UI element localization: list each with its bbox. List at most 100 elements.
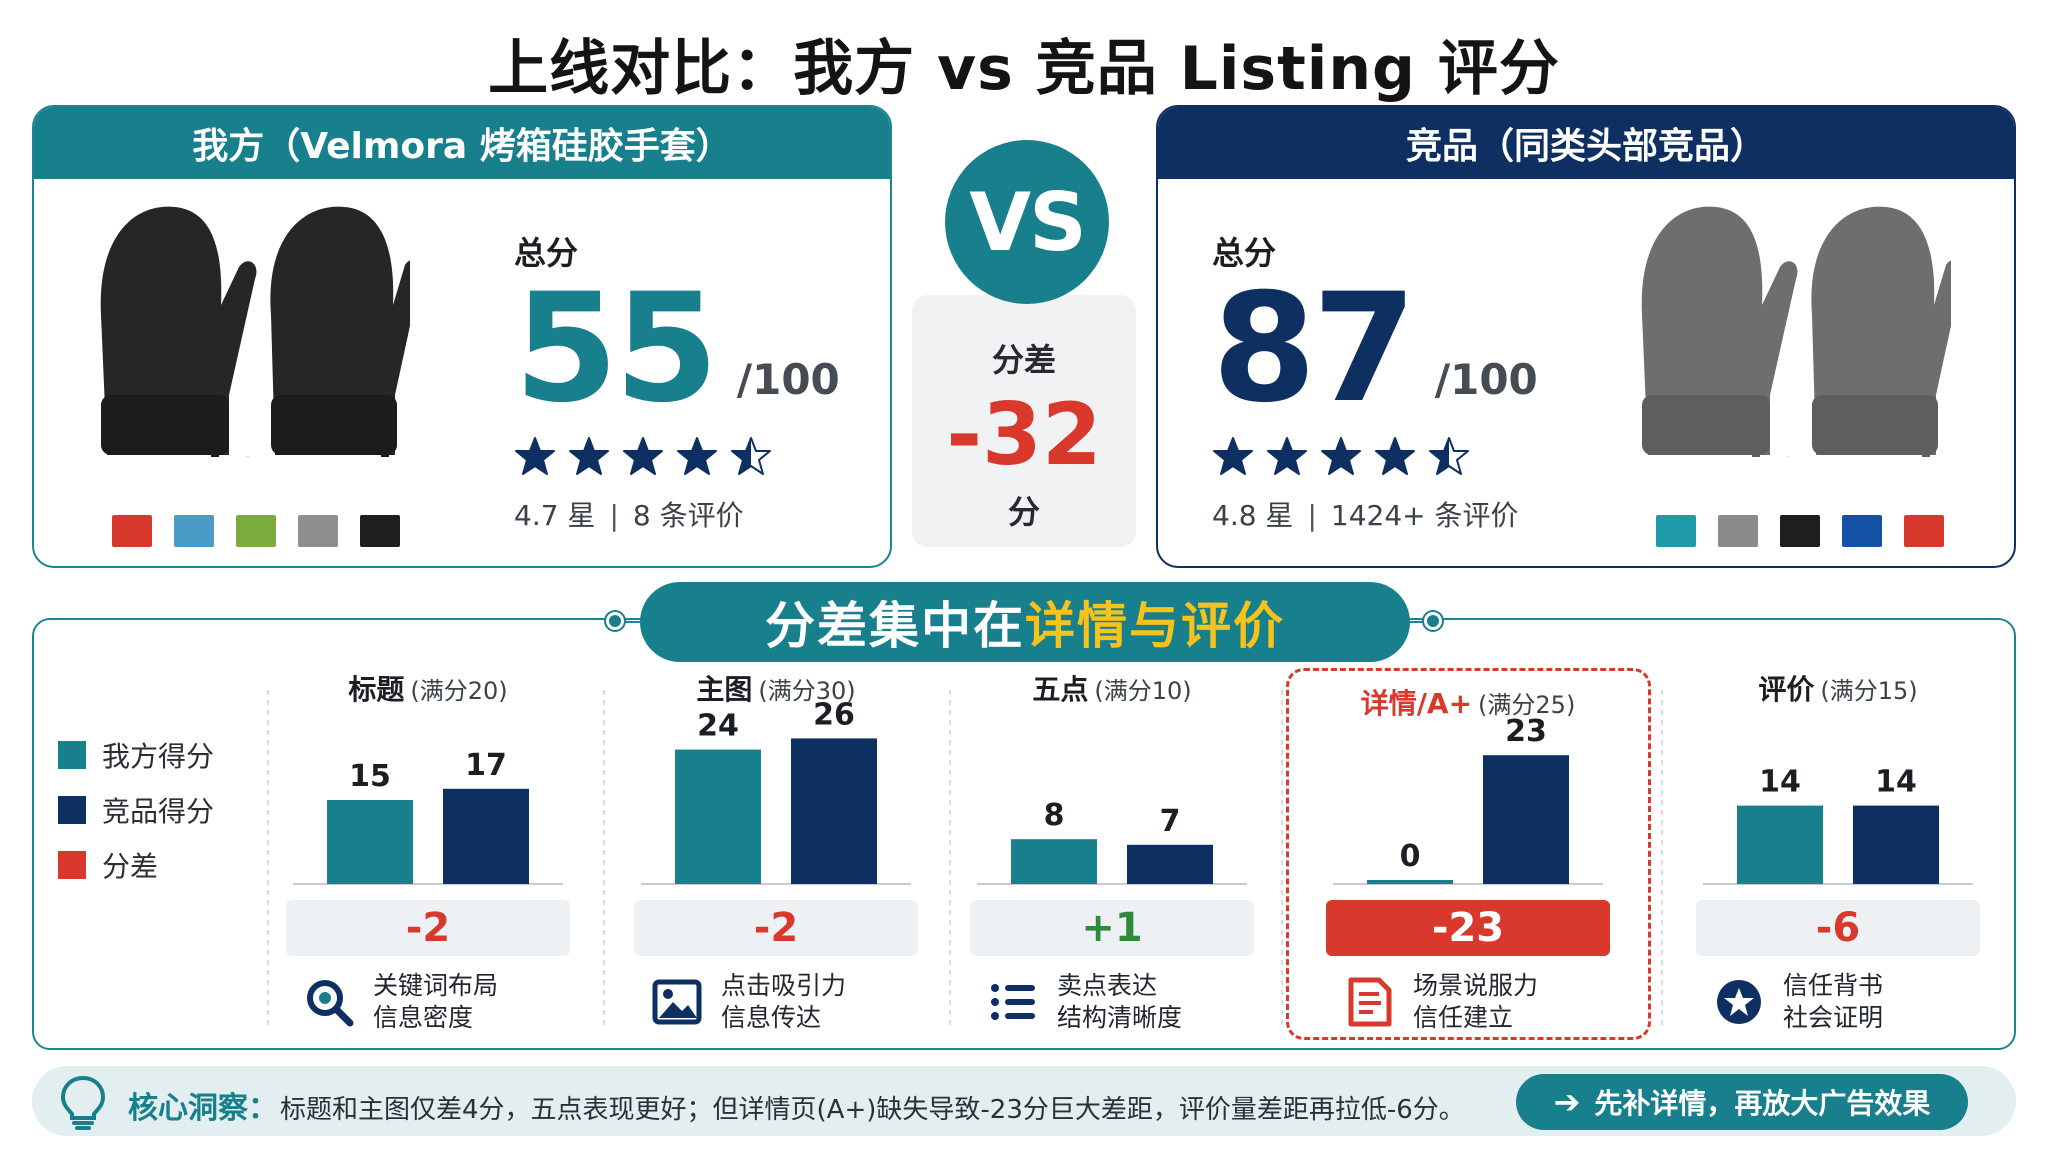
competitor-color-swatch-5[interactable] [1904,515,1944,547]
insight-keyword: 核心洞察： [128,1091,278,1126]
category-max: (满分30) [758,677,856,705]
competitor-color-swatch-3[interactable] [1780,515,1820,547]
feature-line-2: 社会证明 [1783,1003,1884,1032]
category-max: (满分15) [1820,677,1918,705]
category-title: 详情/A+ (满分25) [1318,682,1618,722]
competitor-star-icon-2 [1267,437,1307,475]
competitor-review-count: 1424+ 条评价 [1330,499,1519,532]
section-banner-highlight: 详情与评价 [1025,597,1285,655]
magnifier-icon [307,980,354,1027]
our-star-icon-5 [731,437,771,475]
category-feature: 场景说服力 信任建立 [1343,970,1538,1034]
cta-button[interactable]: ➔ 先补详情，再放大广告效果 [1516,1074,1968,1130]
legend-swatch-ours [58,741,86,769]
arrow-right-icon: ➔ [1553,1083,1581,1121]
legend-item-competitor: 竞品得分 [58,795,214,828]
category-diff: -2 [634,900,918,956]
competitor-color-swatch-4[interactable] [1842,515,1882,547]
competitor-mitt-back-icon [1811,206,1951,457]
star-badge-icon [1717,980,1761,1024]
competitor-mitt-front-icon [1641,206,1798,457]
total-diff-value: -32 [946,385,1102,485]
competitor-color-swatch-2[interactable] [1718,515,1758,547]
page-title: 上线对比：我方 vs 竞品 Listing 评分 [488,34,1560,104]
category-max: (满分10) [1094,677,1192,705]
our-color-swatch-3[interactable] [236,515,276,547]
list-icon [991,984,1035,1020]
category-feature: 卖点表达 结构清晰度 [987,970,1182,1034]
legend-swatch-competitor [58,796,86,824]
vs-badge: VS [945,140,1109,304]
document-icon [1348,977,1392,1027]
legend-label-diff: 分差 [102,850,159,883]
competitor-score-block: 总分 87 /100 4.8 星 | 1424+ 条评价 [1212,228,1538,534]
our-color-swatch-4[interactable] [298,515,338,547]
lightbulb-icon [60,1075,106,1130]
our-color-swatch-1[interactable] [112,515,152,547]
our-product-header: 我方（Velmora 烤箱硅胶手套） [34,107,890,179]
highlight-frame [1286,668,1651,1040]
feature-line-2: 信息传达 [721,1003,822,1032]
banner-dot-right [1424,612,1442,630]
feature-line-2: 信息密度 [373,1003,474,1032]
competitor-rating-separator: | [1307,499,1317,532]
cta-label: 先补详情，再放大广告效果 [1594,1087,1931,1120]
legend-label-ours: 我方得分 [102,740,215,773]
competitor-header: 竞品（同类头部竞品） [1158,107,2014,179]
our-star-rating [514,436,840,476]
competitor-rating-meta: 4.8 星 | 1424+ 条评价 [1212,494,1538,534]
category-title: 评价 (满分15) [1688,668,1988,708]
banner-line-right [1408,621,1432,623]
competitor-score-label: 总分 [1212,234,1277,272]
total-diff-unit: 分 [1007,493,1040,531]
our-review-count: 8 条评价 [632,499,744,532]
feature-line-1: 场景说服力 [1413,971,1539,1000]
category-title: 主图 (满分30) [626,668,926,708]
our-color-swatch-5[interactable] [360,515,400,547]
feature-text: 关键词布局 信息密度 [373,970,498,1034]
legend-item-diff: 分差 [58,850,214,883]
banner-dot-left [606,612,624,630]
category-feature: 点击吸引力 信息传达 [651,970,846,1034]
category-feature: 信任背书 社会证明 [1713,970,1883,1034]
category-name: 详情/A+ [1360,687,1473,720]
competitor-score-value: 87 [1212,262,1417,436]
feature-text: 卖点表达 结构清晰度 [1057,970,1182,1034]
competitor-color-swatches [1656,515,1944,547]
feature-line-1: 信任背书 [1783,971,1884,1000]
our-score-block: 总分 55 /100 4.7 星 | 8 条评价 [514,228,840,534]
competitor-star-icon-5 [1429,437,1469,475]
our-star-icon-1 [515,437,555,475]
competitor-star-rating [1212,436,1538,476]
our-score-value: 55 [514,262,719,436]
category-max: (满分20) [410,677,508,705]
feature-line-2: 信任建立 [1413,1003,1514,1032]
our-color-swatch-2[interactable] [174,515,214,547]
category-name: 标题 [348,673,405,706]
competitor-mitts-image [1636,195,1976,515]
feature-text: 信任背书 社会证明 [1783,970,1883,1034]
feature-text: 点击吸引力 信息传达 [721,970,846,1034]
competitor-color-swatch-1[interactable] [1656,515,1696,547]
feature-text: 场景说服力 信任建立 [1413,970,1538,1034]
our-mitt-front-icon [100,206,257,457]
competitor-score-max: /100 [1434,355,1538,404]
our-star-icon-2 [569,437,609,475]
category-diff: -6 [1696,900,1980,956]
our-star-icon-3 [623,437,663,475]
banner-line-left [618,621,642,623]
section-banner: 分差集中在 详情与评价 [640,582,1410,662]
our-rating-separator: | [609,499,619,532]
category-feature: 关键词布局 信息密度 [303,970,498,1034]
insight-text: 核心洞察：标题和主图仅差4分，五点表现更好；但详情页(A+)缺失导致-23分巨大… [128,1083,1465,1127]
our-score-label: 总分 [514,234,579,272]
section-banner-main: 分差集中在 [765,597,1025,655]
feature-line-1: 卖点表达 [1057,971,1158,1000]
our-rating-meta: 4.7 星 | 8 条评价 [514,494,840,534]
image-icon [652,979,702,1025]
category-diff: +1 [970,900,1254,956]
our-color-swatches [112,515,400,547]
competitor-card: 竞品（同类头部竞品） [1156,105,2016,568]
category-diff: -23 [1326,900,1610,956]
legend-label-competitor: 竞品得分 [102,795,215,828]
